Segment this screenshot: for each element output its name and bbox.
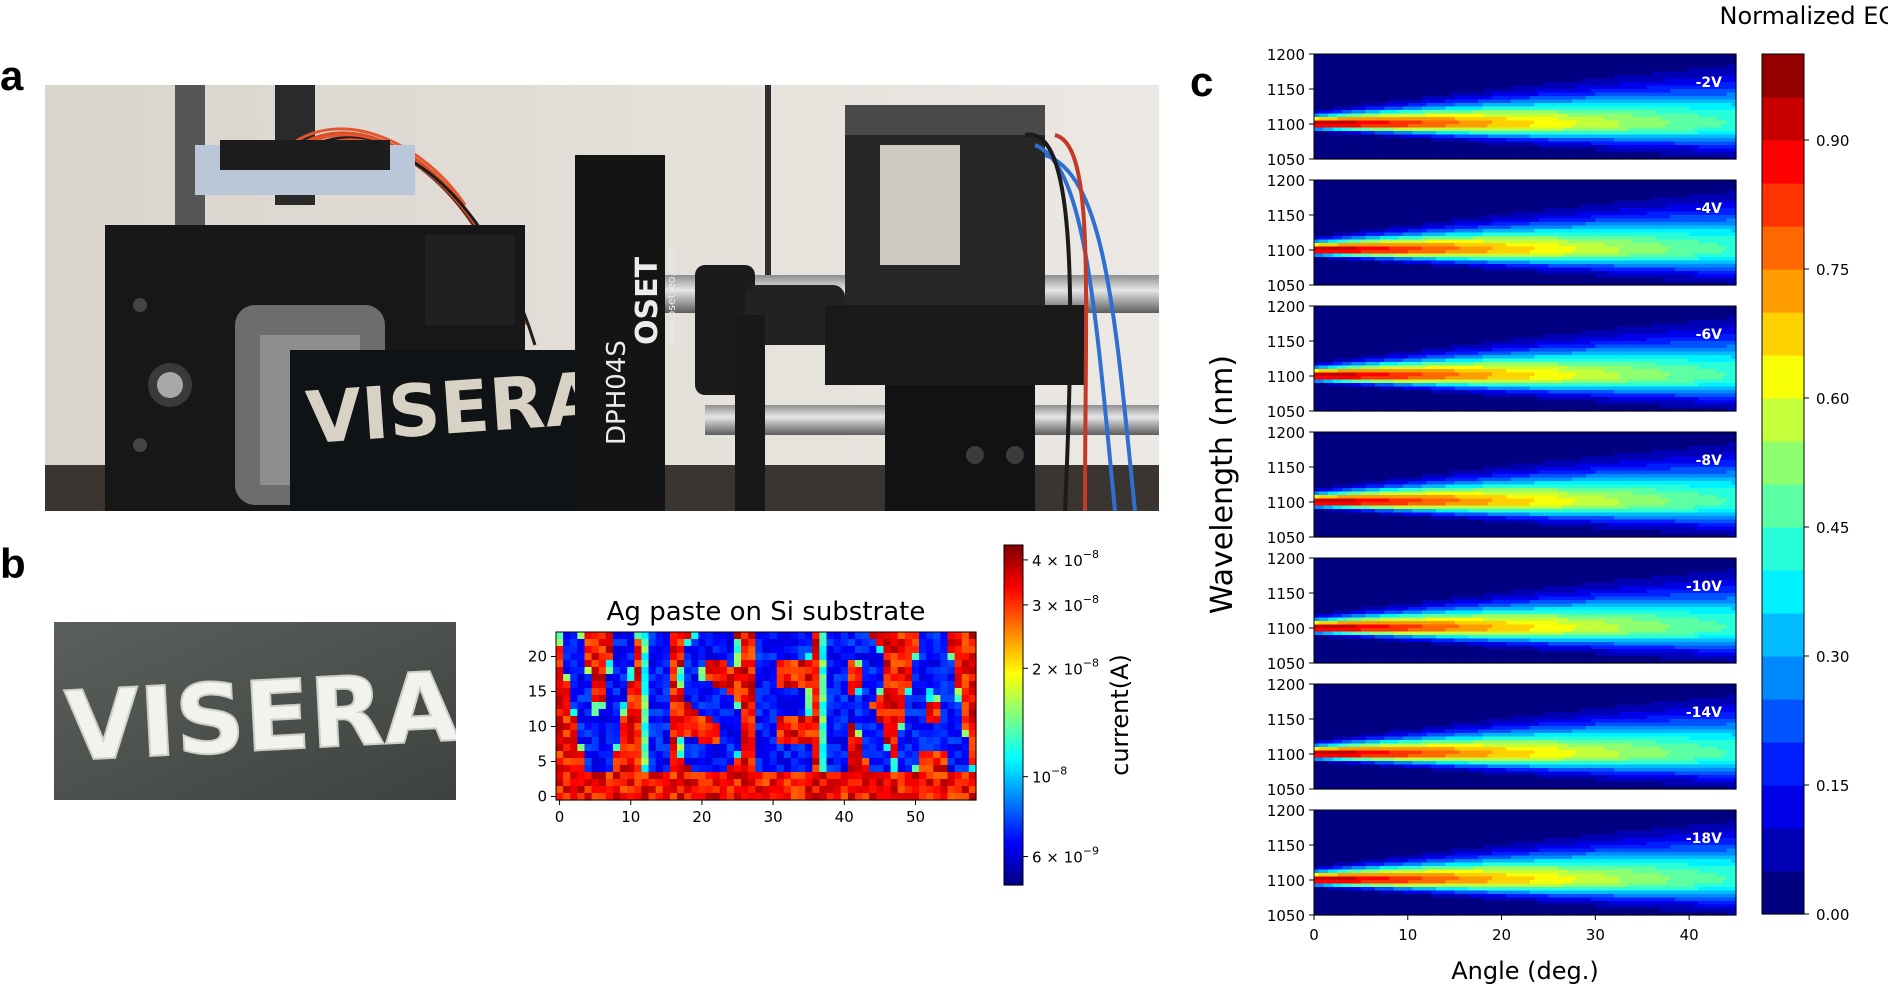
contour-xtick-label: 40: [1680, 926, 1699, 944]
heatmap-colorbar-tick-label: 3 × 10−8: [1032, 593, 1099, 615]
contour-ytick-label: 1100: [1267, 872, 1305, 890]
contour-subplot-frame: [1313, 809, 1737, 916]
heatmap-frame: [555, 631, 977, 801]
contour-subplot: [1314, 54, 1737, 160]
contour-ylabel: Wavelength (nm): [1205, 355, 1240, 614]
eqe-colorbar-tick-label: 0.45: [1816, 519, 1849, 537]
contour-xtick-label: 10: [1398, 926, 1417, 944]
contour-ytick-label: 1200: [1267, 172, 1305, 190]
heatmap-ytick-label: 20: [528, 648, 547, 666]
heatmap-xtick-label: 20: [692, 808, 711, 826]
contour-subplot: [1314, 432, 1737, 538]
heatmap-colorbar-tick-label: 4 × 10−8: [1032, 548, 1099, 570]
heatmap-ytick-label: 5: [537, 753, 547, 771]
mask-visera-text: VISERA: [303, 356, 603, 460]
contour-ytick-label: 1150: [1267, 711, 1305, 729]
eqe-colorbar-tick-label: 0.00: [1816, 906, 1849, 924]
panel-letter-a: a: [0, 52, 23, 100]
contour-ytick-label: 1150: [1267, 585, 1305, 603]
contour-ytick-label: 1050: [1267, 907, 1305, 925]
contour-ytick-label: 1050: [1267, 403, 1305, 421]
contour-xtick-label: 0: [1309, 926, 1319, 944]
eqe-colorbar-tick-label: 0.15: [1816, 777, 1849, 795]
heatmap-title: Ag paste on Si substrate: [607, 597, 926, 627]
contour-subplot-frame: [1313, 53, 1737, 160]
contour-subplot: [1314, 684, 1737, 790]
contour-ytick-label: 1100: [1267, 242, 1305, 260]
eqe-colorbar-tick-label: 0.30: [1816, 648, 1849, 666]
heatmap-colorbar-tick-label: 10−8: [1032, 765, 1067, 787]
contour-subplot: [1314, 810, 1737, 916]
eqe-colorbar-tick-label: 0.90: [1816, 132, 1849, 150]
contour-subplot-frame: [1313, 683, 1737, 790]
heatmap-xtick-label: 30: [764, 808, 783, 826]
contour-ytick-label: 1050: [1267, 277, 1305, 295]
contour-ytick-label: 1200: [1267, 676, 1305, 694]
contour-subplot-frame: [1313, 305, 1737, 412]
contour-ytick-label: 1200: [1267, 802, 1305, 820]
heatmap-cells: [556, 632, 977, 801]
contour-ytick-label: 1200: [1267, 550, 1305, 568]
heatmap-xtick-label: 50: [906, 808, 925, 826]
contour-ytick-label: 1050: [1267, 781, 1305, 799]
panel-letter-b: b: [0, 540, 26, 588]
contour-ytick-label: 1100: [1267, 368, 1305, 386]
contour-ytick-label: 1050: [1267, 655, 1305, 673]
heatmap-xtick-label: 40: [835, 808, 854, 826]
voltage-label: -18V: [1686, 831, 1722, 847]
contour-ytick-label: 1150: [1267, 459, 1305, 477]
heatmap-colorbar-label: current(A): [1106, 654, 1134, 776]
brand-label: OSET: [630, 256, 665, 345]
contour-ytick-label: 1150: [1267, 333, 1305, 351]
voltage-label: -2V: [1696, 75, 1723, 91]
contour-subplot-frame: [1313, 431, 1737, 538]
contour-ytick-label: 1150: [1267, 81, 1305, 99]
contour-subplot: [1314, 558, 1737, 664]
contour-ytick-label: 1200: [1267, 298, 1305, 316]
heatmap-colorbar: [1004, 545, 1023, 886]
contour-subplot: [1314, 180, 1737, 286]
voltage-label: -6V: [1696, 327, 1723, 343]
contour-xtick-label: 30: [1586, 926, 1605, 944]
eqe-colorbar: [1762, 54, 1804, 915]
contour-ytick-label: 1100: [1267, 620, 1305, 638]
contour-ytick-label: 1150: [1267, 837, 1305, 855]
heatmap-colorbar-tick-label: 2 × 10−8: [1032, 656, 1099, 678]
contour-subplot-frame: [1313, 557, 1737, 664]
contour-ytick-label: 1100: [1267, 746, 1305, 764]
contour-subplot-frame: [1313, 179, 1737, 286]
panel-letter-c: c: [1190, 58, 1213, 106]
heatmap-ytick-label: 0: [537, 788, 547, 806]
eqe-colorbar-label: Normalized EQE: [1720, 2, 1888, 30]
setup-photo: VISERA DPH04S OSET www.oset-eo.com: [45, 85, 1159, 511]
voltage-label: -14V: [1686, 705, 1722, 721]
contour-subplot: [1314, 306, 1737, 412]
contour-xtick-label: 20: [1492, 926, 1511, 944]
contour-ytick-label: 1150: [1267, 207, 1305, 225]
eqe-colorbar-frame: [1761, 53, 1805, 915]
detector-model-label: DPH04S: [602, 340, 632, 445]
eqe-colorbar-tick-label: 0.60: [1816, 390, 1849, 408]
voltage-label: -8V: [1696, 453, 1723, 469]
heatmap-ytick-label: 15: [528, 683, 547, 701]
contour-ytick-label: 1050: [1267, 529, 1305, 547]
sample-photo: VISERA: [54, 622, 456, 800]
contour-ytick-label: 1100: [1267, 116, 1305, 134]
voltage-label: -10V: [1686, 579, 1722, 595]
voltage-label: -4V: [1696, 201, 1723, 217]
brand-url-label: www.oset-eo.com: [665, 250, 678, 347]
heatmap-colorbar-tick-label: 6 × 10−9: [1032, 844, 1099, 866]
heatmap-xtick-label: 10: [621, 808, 640, 826]
contour-ytick-label: 1100: [1267, 494, 1305, 512]
contour-xlabel: Angle (deg.): [1451, 957, 1599, 985]
sample-visera-text: VISERA: [63, 651, 456, 783]
contour-ytick-label: 1050: [1267, 151, 1305, 169]
contour-ytick-label: 1200: [1267, 46, 1305, 64]
heatmap-ytick-label: 10: [528, 718, 547, 736]
heatmap-xtick-label: 0: [555, 808, 565, 826]
contour-ytick-label: 1200: [1267, 424, 1305, 442]
eqe-colorbar-tick-label: 0.75: [1816, 261, 1849, 279]
heatmap-colorbar-frame: [1003, 544, 1024, 886]
